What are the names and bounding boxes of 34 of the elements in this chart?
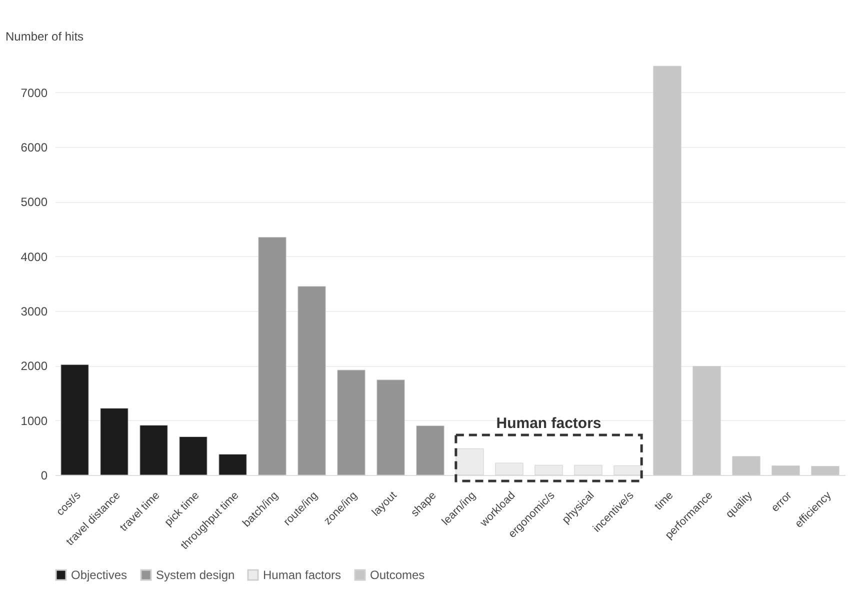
bar xyxy=(60,364,89,476)
y-axis-title: Number of hits xyxy=(6,30,84,44)
bar xyxy=(614,465,642,476)
y-tick-label: 4000 xyxy=(20,250,48,264)
y-tick-label: 5000 xyxy=(20,195,48,210)
annotation: Human factors xyxy=(496,415,602,432)
bar xyxy=(218,454,247,476)
bar xyxy=(574,464,602,476)
y-tick-label: 3000 xyxy=(20,304,48,318)
bar xyxy=(495,462,524,476)
y-tick-label: 2000 xyxy=(20,359,48,374)
bar xyxy=(376,380,405,476)
bar xyxy=(337,370,366,476)
legend-label: Human factors xyxy=(263,568,342,582)
bar xyxy=(772,465,800,476)
bar xyxy=(179,436,208,476)
bar xyxy=(534,464,563,476)
legend-label: Outcomes xyxy=(370,568,425,582)
y-tick-label: 0 xyxy=(40,468,48,482)
bar xyxy=(732,456,760,476)
bar xyxy=(100,408,128,476)
legend-label: System design xyxy=(156,568,235,582)
bar xyxy=(416,426,444,476)
bar xyxy=(140,425,168,476)
y-tick-label: 6000 xyxy=(20,140,48,154)
bar xyxy=(811,466,840,476)
bar xyxy=(258,236,286,476)
legend-label: Objectives xyxy=(71,568,128,582)
y-tick-label: 1000 xyxy=(20,414,48,428)
bar xyxy=(456,448,484,476)
bar xyxy=(653,66,682,476)
y-tick-label: 7000 xyxy=(20,86,48,100)
bar xyxy=(692,366,721,476)
bar xyxy=(298,286,326,476)
